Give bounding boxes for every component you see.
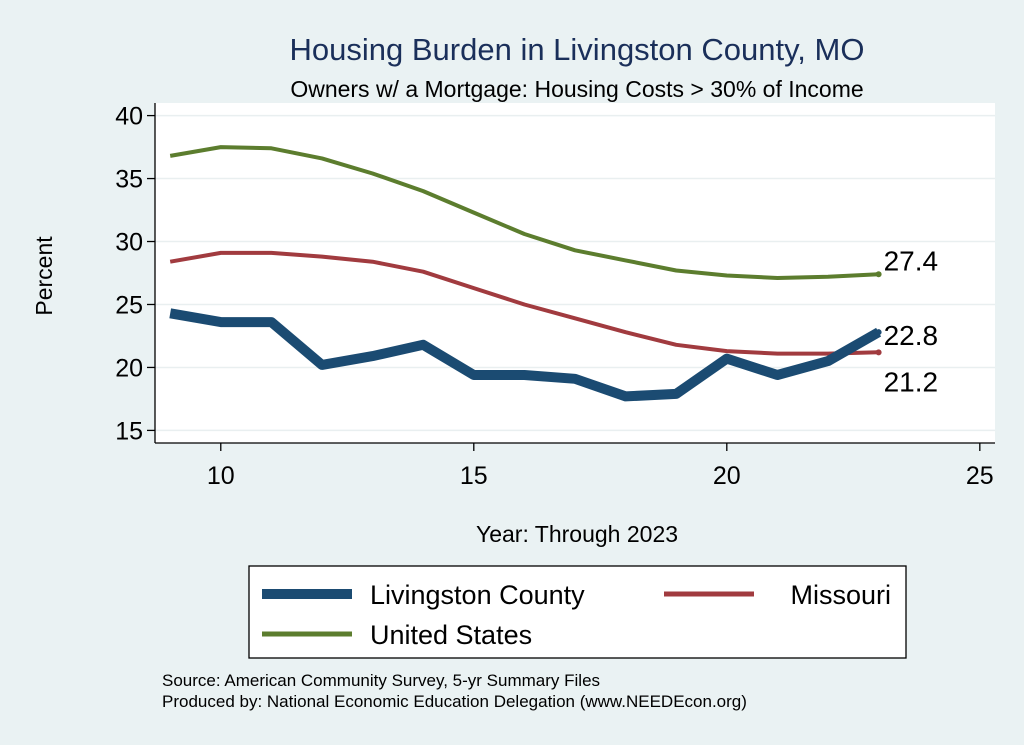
x-axis-title: Year: Through 2023: [476, 521, 678, 547]
legend: Livingston County Missouri United States: [262, 580, 891, 650]
y-tick-label: 20: [115, 354, 143, 382]
y-tick-label: 40: [115, 103, 143, 131]
chart-subtitle: Owners w/ a Mortgage: Housing Costs > 30…: [290, 76, 863, 102]
series-end-point: [875, 329, 882, 336]
y-tick-label: 15: [115, 417, 143, 445]
source-line-1: Source: American Community Survey, 5-yr …: [162, 671, 600, 690]
series-line-united-states: [169, 145, 879, 280]
y-tick-label: 35: [115, 166, 143, 194]
legend-label-missouri: Missouri: [790, 580, 891, 610]
series-line-missouri: [169, 250, 879, 356]
end-label-livingston-county: 22.8: [884, 320, 939, 351]
x-tick-label: 25: [966, 462, 994, 490]
legend-label-united-states: United States: [370, 620, 532, 650]
chart-title: Housing Burden in Livingston County, MO: [290, 32, 865, 67]
series-lines: [169, 145, 882, 402]
series-line-livingston-county: [169, 308, 882, 402]
y-tick-label: 30: [115, 229, 143, 257]
end-label-united-states: 27.4: [884, 245, 939, 276]
grid-lines: [155, 114, 995, 432]
legend-label-livingston-county: Livingston County: [370, 580, 585, 610]
axis-ticks: 15 20 25 30 35 40 10 15 20 25: [115, 103, 994, 490]
y-tick-label: 25: [115, 291, 143, 319]
series-end-point: [875, 349, 882, 356]
plot-area: [155, 103, 995, 443]
end-labels: 22.8 21.2 27.4: [884, 245, 939, 397]
x-tick-label: 20: [713, 462, 741, 490]
x-tick-label: 10: [207, 462, 235, 490]
x-tick-label: 15: [460, 462, 488, 490]
source-line-2: Produced by: National Economic Education…: [162, 692, 747, 711]
end-label-missouri: 21.2: [884, 366, 939, 397]
y-axis-title: Percent: [31, 236, 57, 316]
legend-box: [248, 565, 907, 659]
series-end-point: [875, 271, 882, 278]
